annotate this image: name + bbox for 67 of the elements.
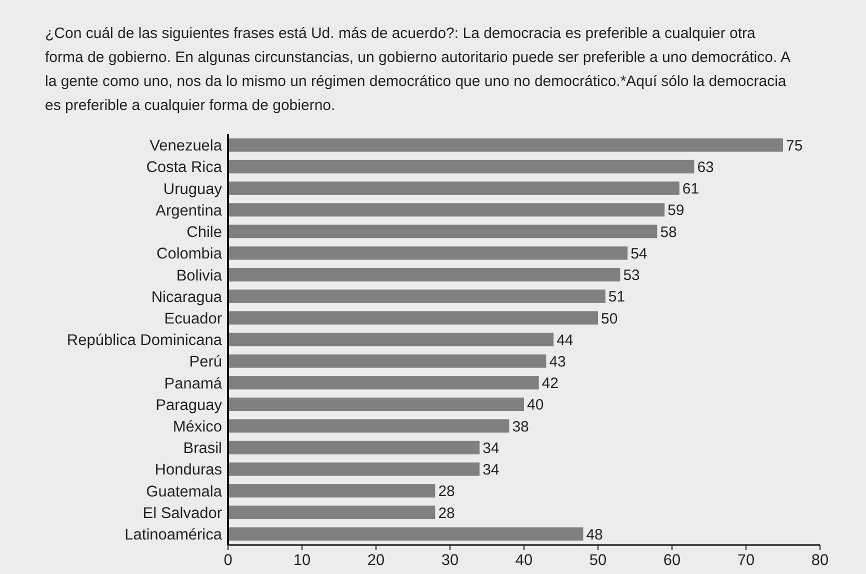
bar [228, 506, 436, 520]
data-label: 59 [668, 202, 684, 220]
y-tick-label: Venezuela [150, 138, 222, 155]
data-label: 75 [786, 137, 803, 154]
data-label: 50 [601, 310, 618, 328]
bar [228, 246, 628, 260]
y-tick-label: Costa Rica [146, 159, 222, 176]
x-tick-label: 30 [441, 552, 459, 569]
data-label: 61 [682, 180, 700, 198]
bar [228, 484, 436, 498]
x-tick-label: 0 [224, 552, 233, 569]
x-tick-label: 10 [293, 552, 311, 569]
bar [228, 203, 665, 217]
bar [228, 290, 606, 303]
x-tick-label: 20 [367, 552, 385, 569]
x-tick-label: 40 [515, 552, 533, 569]
bar [228, 527, 584, 541]
y-tick-label: República Dominicana [66, 332, 222, 350]
bar [228, 182, 680, 195]
bar [228, 376, 539, 390]
bar [228, 332, 554, 346]
y-tick-label: Brasil [183, 440, 222, 458]
bar [228, 419, 510, 433]
data-label: 34 [482, 462, 500, 479]
data-label: 28 [438, 483, 455, 500]
bar [228, 440, 480, 454]
bar [228, 354, 546, 368]
y-tick-label: Perú [189, 354, 222, 371]
bar [228, 138, 783, 152]
bar [228, 268, 620, 282]
bar [228, 224, 658, 238]
chart-title: ¿Con cuál de las siguientes frases está Ud. más de acuerdo?: La democracia es preferible a cualquier otra forma de gobierno. En algunas circunstancias, un gobierno autoritario puede ser preferible a uno democrático. A la gente como uno, nos da lo mismo un régimen democrático que uno no democrático.*Aquí sólo la democracia es preferible a cualquier forma de gobierno. [45, 24, 790, 116]
y-tick-label: Guatemala [146, 483, 222, 500]
y-tick-label: Colombia [156, 246, 222, 263]
data-label: 42 [542, 375, 558, 392]
y-tick-label: Chile [186, 224, 222, 242]
bar [228, 398, 524, 412]
data-label: 54 [630, 245, 648, 262]
data-label: 63 [697, 159, 714, 176]
y-tick-label: Nicaragua [151, 288, 222, 306]
x-tick-label: 70 [737, 552, 755, 569]
data-label: 40 [527, 396, 544, 414]
y-tick-label: Paraguay [156, 396, 222, 414]
x-tick-label: 50 [589, 552, 607, 569]
data-label: 28 [438, 504, 455, 522]
y-tick-label: El Salvador [142, 504, 222, 522]
data-label: 51 [608, 288, 626, 306]
data-label: 44 [556, 332, 574, 349]
y-tick-label: Honduras [154, 462, 222, 479]
y-tick-label: Panamá [164, 375, 222, 392]
y-tick-label: Argentina [156, 202, 222, 220]
bar [228, 311, 598, 325]
bar [228, 160, 694, 174]
data-label: 43 [549, 354, 566, 371]
data-label: 48 [586, 526, 603, 544]
x-tick-label: 80 [811, 552, 829, 569]
x-tick-label: 60 [663, 552, 681, 569]
y-tick-label: Latinoamérica [124, 526, 222, 544]
bar [228, 462, 480, 476]
data-label: 53 [623, 267, 640, 284]
y-tick-label: Bolivia [176, 267, 222, 284]
data-label: 34 [482, 440, 500, 457]
y-tick-label: Uruguay [163, 180, 222, 198]
y-tick-label: Ecuador [164, 310, 222, 328]
data-label: 58 [660, 224, 677, 241]
y-tick-label: México [172, 418, 222, 436]
data-label: 38 [512, 418, 529, 436]
